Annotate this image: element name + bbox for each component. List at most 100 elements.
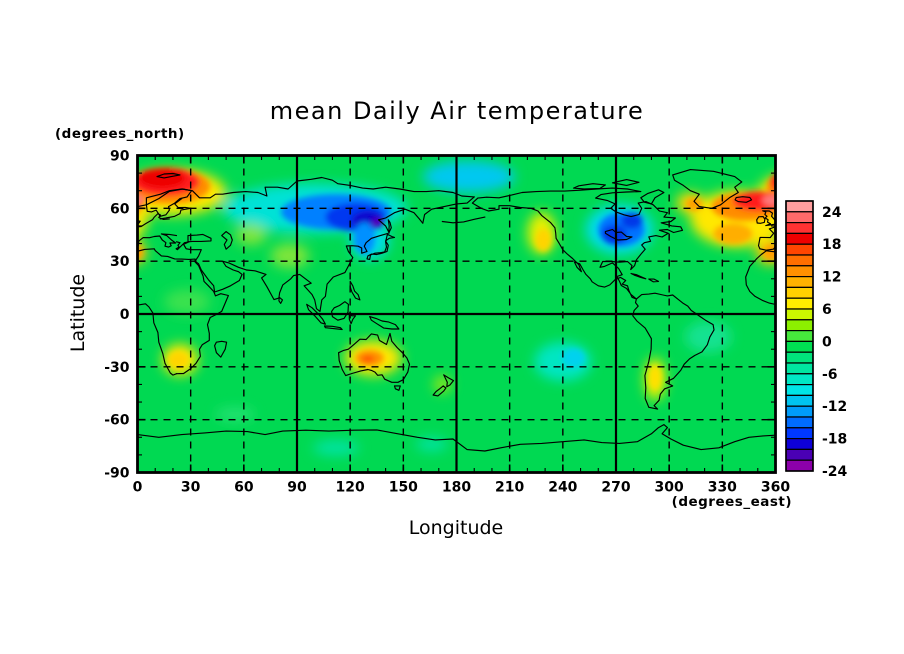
temperature-halo-greenland-sw-warm: [38, 192, 66, 213]
y-tick-label--60: -60: [104, 413, 130, 429]
colorbar-cell: [785, 416, 814, 429]
coastline-path: [348, 312, 357, 325]
coastline-path: [245, 196, 475, 312]
coastline-path: [757, 226, 776, 250]
colorbar-cell: [785, 254, 814, 267]
temperature-halo-hudson-cold-halo: [0, 205, 15, 254]
colorbar-cell: [785, 394, 814, 407]
temperature-core-nw-europe-warm-red: [770, 174, 776, 190]
coastline-path: [159, 198, 192, 220]
temperature-core-south-africa-gold: [168, 351, 189, 368]
temperature-core-na-west-coast-gold: [535, 228, 552, 252]
colorbar-border: [785, 200, 814, 472]
coastline-path: [745, 250, 776, 306]
y-tick-label-30: 30: [110, 254, 130, 270]
colorbar-cell: [785, 276, 814, 289]
temperature-core-australia-red-streak: [361, 356, 375, 362]
coastline-path: [756, 216, 766, 224]
temperature-core-hudson-cold-deep-1: [601, 225, 627, 245]
coastline-path: [137, 424, 776, 452]
colorbar-cell: [785, 319, 814, 332]
coastline-path: [137, 248, 196, 260]
x-tick-label-30: 30: [181, 480, 201, 496]
coastline-path: [278, 296, 284, 304]
x-tick-label-210: 210: [495, 480, 524, 496]
temperature-core-argentina-gold: [648, 365, 662, 390]
temperature-core-argentina-gold: [11, 365, 23, 390]
coastline-path: [137, 213, 170, 228]
y-axis-title: Latitude: [67, 273, 89, 353]
colorbar-label-18: 18: [822, 237, 841, 253]
coastline-path: [441, 216, 486, 224]
colorbar-cell: [785, 362, 814, 375]
coastline-path: [630, 272, 647, 280]
colorbar-cell: [785, 459, 814, 472]
temperature-core-mid-atlantic-orange-band: [75, 223, 114, 244]
colorbar-label--12: -12: [822, 399, 847, 415]
temperature-halo-central-asia-mild-2: [873, 224, 904, 245]
temperature-core-se-pacific-cyan-core: [561, 348, 585, 368]
coastline-path: [672, 169, 743, 209]
coastline-path: [187, 233, 212, 243]
temperature-core-north-atlantic-orange: [137, 200, 142, 213]
temperature-halo-arctic-pacific-cold: [422, 160, 515, 193]
coastline-path: [0, 180, 1, 186]
x-axis-units-label: (degrees_east): [671, 494, 792, 510]
colorbar-cell: [785, 222, 814, 235]
colorbar-cell: [785, 405, 814, 418]
temperature-core-nw-europe-warm-orange: [766, 175, 776, 198]
colorbar-label-12: 12: [822, 270, 841, 286]
coastline-path: [323, 325, 343, 331]
colorbar-cell: [785, 265, 814, 278]
x-tick-label-330: 330: [708, 480, 737, 496]
x-tick-label-180: 180: [442, 480, 471, 496]
temperature-core-hudson-cold-deep-2: [621, 212, 643, 229]
coastline-path: [137, 303, 178, 376]
colorbar-cell: [785, 340, 814, 353]
temperature-core-north-atlantic-salmon: [137, 195, 144, 206]
colorbar-cell: [785, 351, 814, 364]
coastline-path: [648, 278, 660, 283]
temperature-halo-southern-ocean-cool-2: [415, 437, 448, 452]
y-tick-label--90: -90: [104, 466, 130, 482]
x-tick-label-150: 150: [389, 480, 418, 496]
colorbar-cell: [785, 384, 814, 397]
colorbar-cell: [785, 330, 814, 343]
coastline-path: [137, 219, 141, 225]
plot-title: mean Daily Air temperature: [269, 97, 645, 125]
temperature-halo-southern-ocean-cool-3: [853, 407, 892, 421]
coastline-path: [0, 293, 76, 409]
y-tick-label-0: 0: [120, 307, 130, 323]
x-tick-label-240: 240: [548, 480, 577, 496]
colorbar-cell: [785, 232, 814, 245]
coastline-path: [443, 374, 455, 388]
coastline-path: [214, 340, 228, 358]
temperature-halo-north-atlantic-warm-halo: [137, 201, 149, 237]
coastline-path: [611, 179, 640, 186]
x-axis-title: Longitude: [408, 517, 504, 539]
coastline-path: [338, 332, 411, 383]
temperature-core-nw-europe-warm-core: [777, 169, 823, 188]
colorbar-cell: [785, 211, 814, 224]
coastline-path: [3, 190, 26, 204]
colorbar-cell: [785, 200, 814, 213]
coastline-path: [471, 187, 684, 300]
coastline-path: [175, 241, 190, 251]
coastlines: [0, 169, 776, 452]
x-tick-label-0: 0: [133, 480, 143, 496]
temperature-halo-southern-ocean-cool-3: [215, 407, 255, 422]
coastline-path: [632, 292, 715, 410]
temperature-halo-africa-equatorial-mild: [164, 289, 211, 314]
coastline-path: [35, 170, 104, 209]
temperature-halo-s-atlantic-cool-patch: [685, 321, 732, 353]
temperature-core-greenland-sw-orange-core: [686, 197, 702, 211]
plot-frame: [136, 154, 777, 474]
coastline-path: [640, 189, 665, 205]
coastline-path: [393, 385, 401, 391]
colorbar-label-0: 0: [822, 334, 832, 350]
coastline-path: [156, 172, 181, 179]
colorbar-cell: [785, 448, 814, 461]
coastline-path: [387, 219, 392, 233]
